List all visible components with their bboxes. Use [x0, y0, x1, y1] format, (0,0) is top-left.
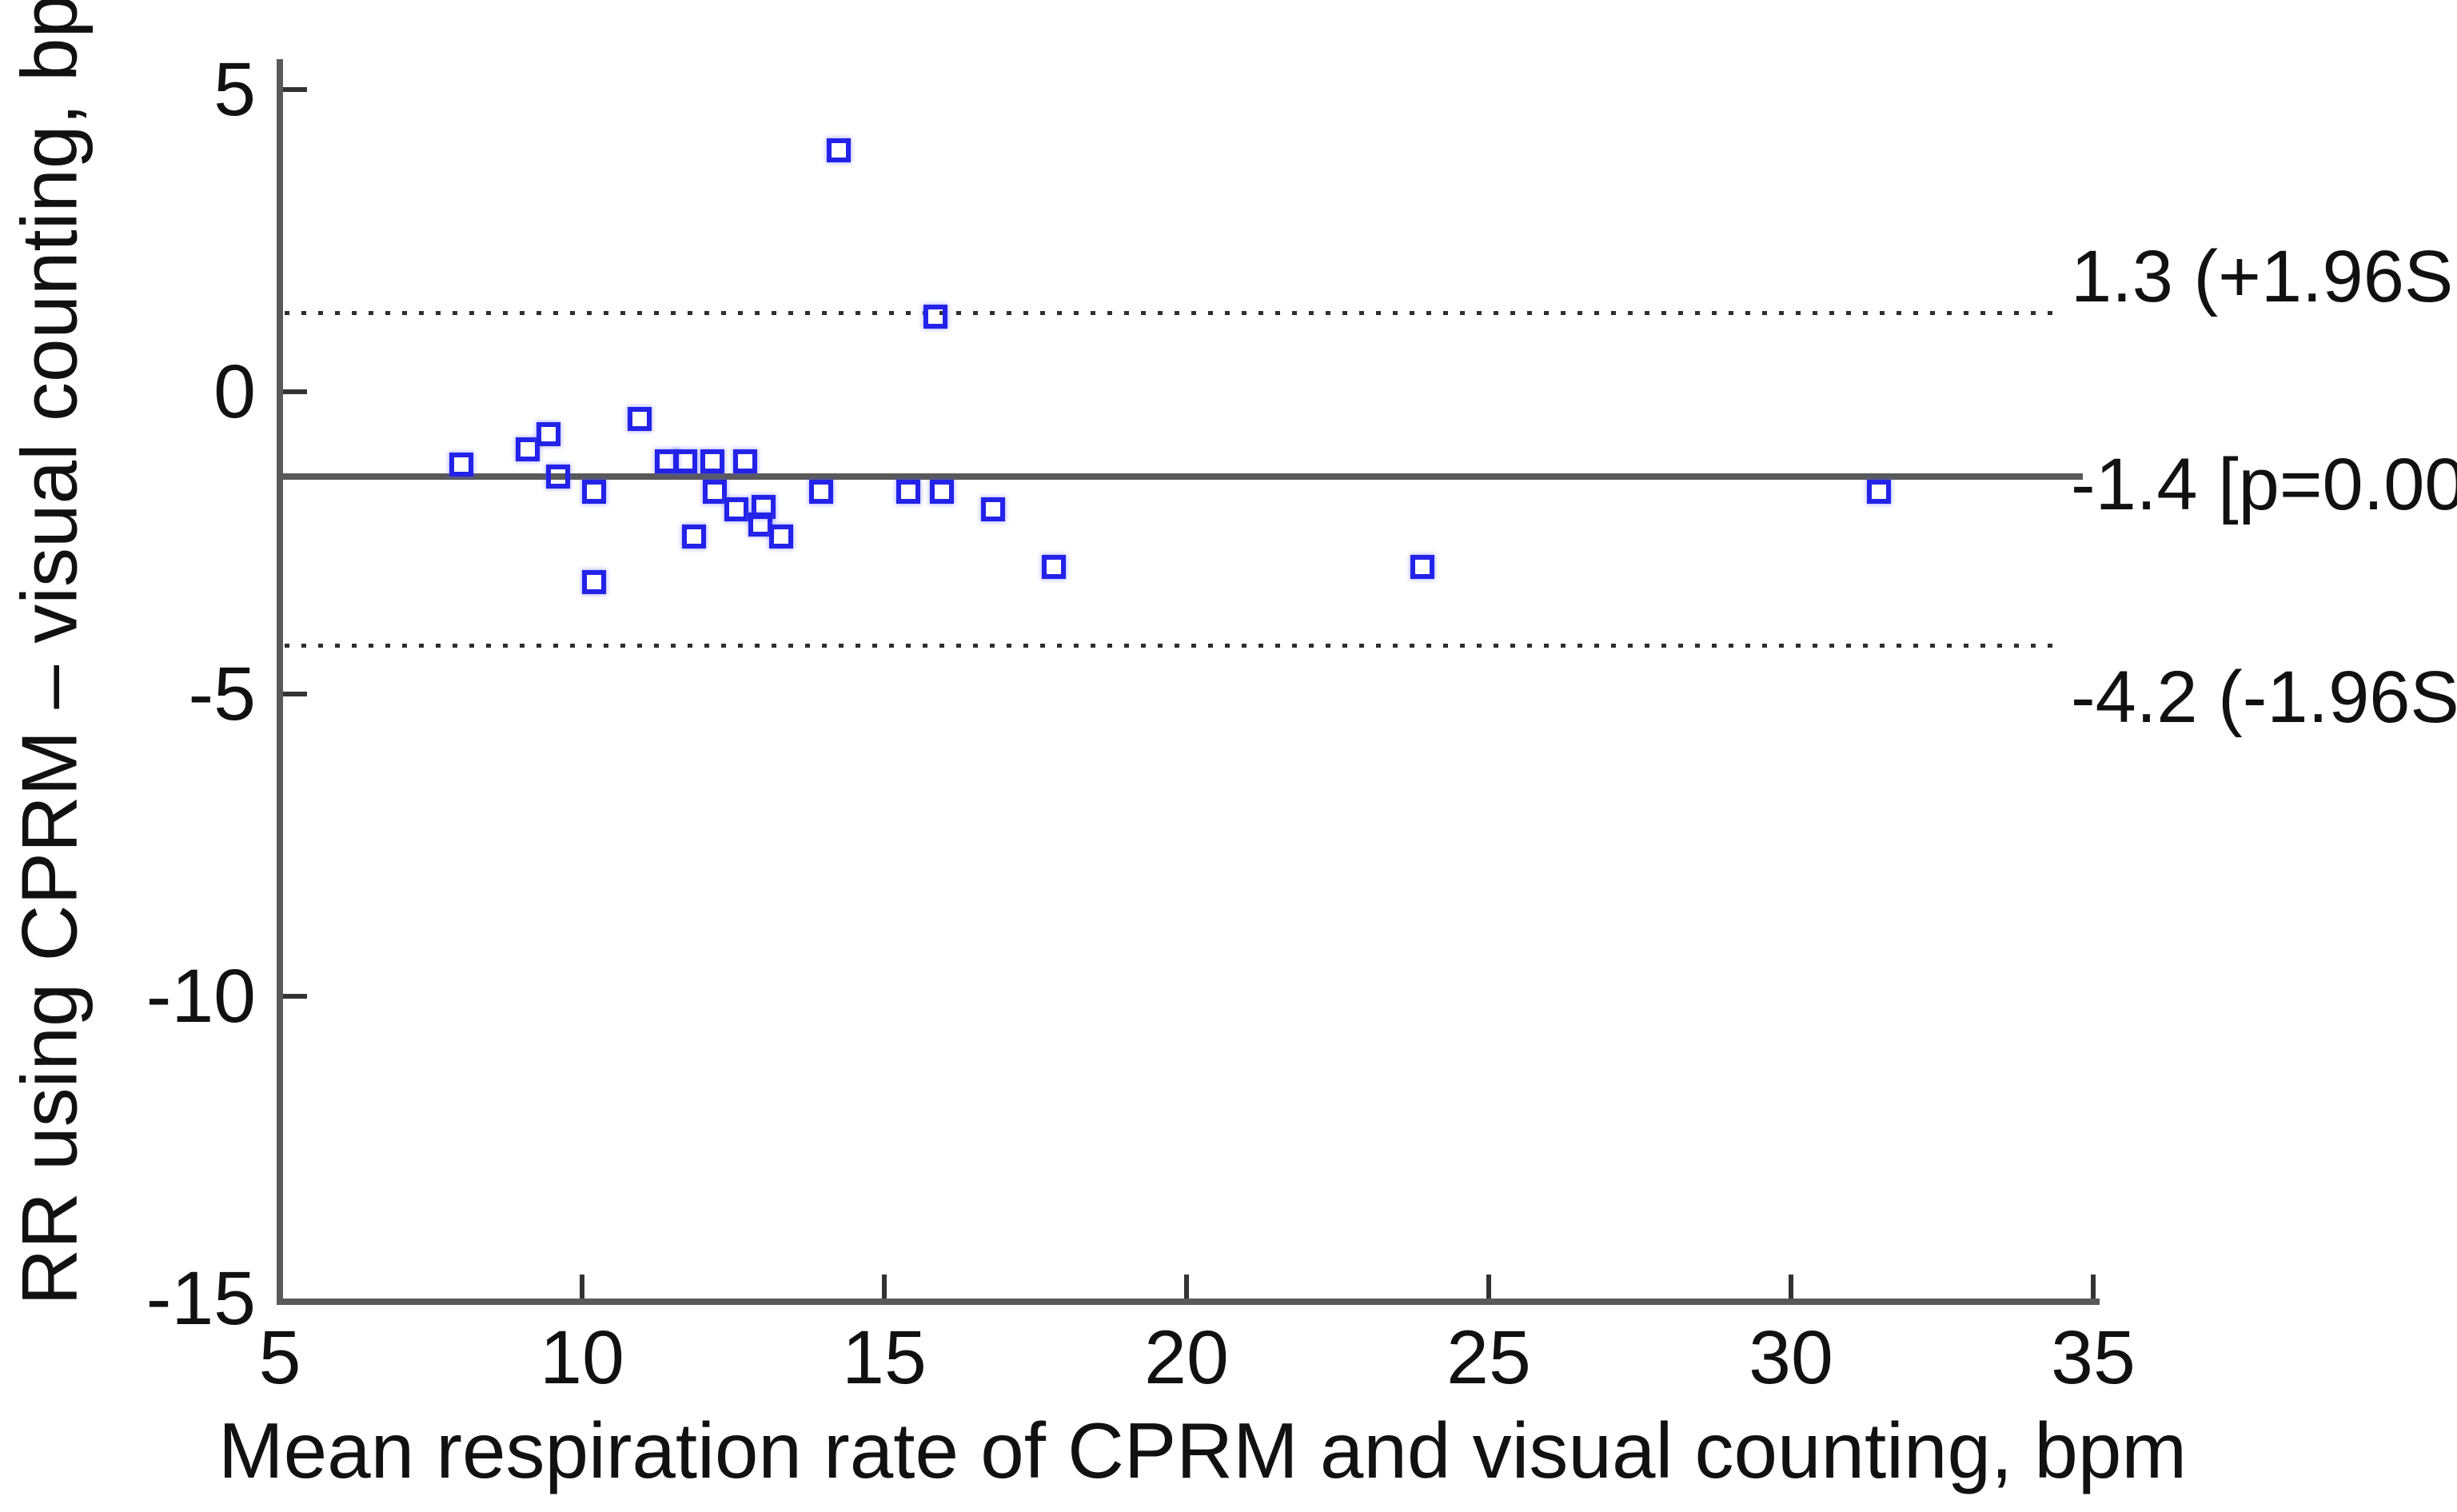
x-axis-spine — [277, 1299, 2100, 1305]
y-tick-label: 0 — [213, 349, 256, 434]
x-tick-label: 35 — [2051, 1315, 2136, 1400]
x-tick — [1789, 1275, 1793, 1299]
x-tick-label: 10 — [540, 1315, 624, 1400]
scatter-point — [981, 497, 1006, 522]
y-tick-label: -15 — [146, 1256, 256, 1341]
x-tick — [882, 1275, 887, 1299]
x-tick — [1486, 1275, 1491, 1299]
scatter-point — [700, 449, 724, 473]
y-tick-label: -5 — [188, 652, 256, 736]
scatter-point — [923, 304, 948, 329]
y-tick — [283, 994, 307, 999]
scatter-point — [582, 570, 607, 595]
y-tick — [283, 87, 307, 92]
scatter-point — [703, 479, 728, 504]
scatter-point — [545, 464, 570, 489]
scatter-point — [808, 479, 833, 504]
scatter-point — [733, 449, 758, 473]
scatter-point — [827, 138, 852, 162]
scatter-point — [724, 497, 748, 522]
x-tick-label: 20 — [1144, 1315, 1229, 1400]
x-tick-label: 5 — [258, 1315, 301, 1400]
scatter-point — [1041, 555, 1066, 580]
mean-line-label: -1.4 [p=0.00] — [2071, 443, 2457, 525]
y-tick-label: -10 — [146, 954, 256, 1039]
y-tick-label: 5 — [213, 47, 256, 132]
lower-loa-label: -4.2 (-1.96SD) — [2071, 656, 2457, 738]
scatter-point — [1866, 479, 1891, 504]
upper-loa-label: 1.3 (+1.96SD) — [2071, 235, 2457, 317]
x-tick-label: 15 — [842, 1315, 927, 1400]
lower-loa-line — [285, 643, 2061, 648]
x-axis-title: Mean respiration rate of CPRM and visual… — [217, 1406, 2188, 1494]
scatter-point — [1410, 555, 1434, 580]
scatter-point — [681, 525, 706, 549]
scatter-point — [449, 452, 473, 477]
scatter-point — [582, 479, 607, 504]
y-tick — [283, 692, 307, 696]
mean-difference-line — [280, 473, 2083, 480]
x-tick-label: 25 — [1446, 1315, 1531, 1400]
scatter-point — [748, 513, 773, 537]
y-tick — [283, 389, 307, 394]
scatter-point — [672, 449, 697, 473]
y-axis-spine — [277, 59, 283, 1305]
scatter-point — [536, 421, 561, 446]
y-axis-title: RR using CPRM – visual counting, bpm — [5, 0, 94, 1306]
scatter-point — [769, 525, 794, 549]
x-tick — [1184, 1275, 1189, 1299]
scatter-point — [929, 479, 954, 504]
scatter-point — [515, 437, 540, 461]
upper-loa-line — [285, 310, 2061, 315]
x-tick-label: 30 — [1749, 1315, 1833, 1400]
x-tick — [580, 1275, 584, 1299]
x-tick — [2091, 1275, 2096, 1299]
scatter-point — [896, 479, 921, 504]
scatter-point — [627, 407, 652, 432]
